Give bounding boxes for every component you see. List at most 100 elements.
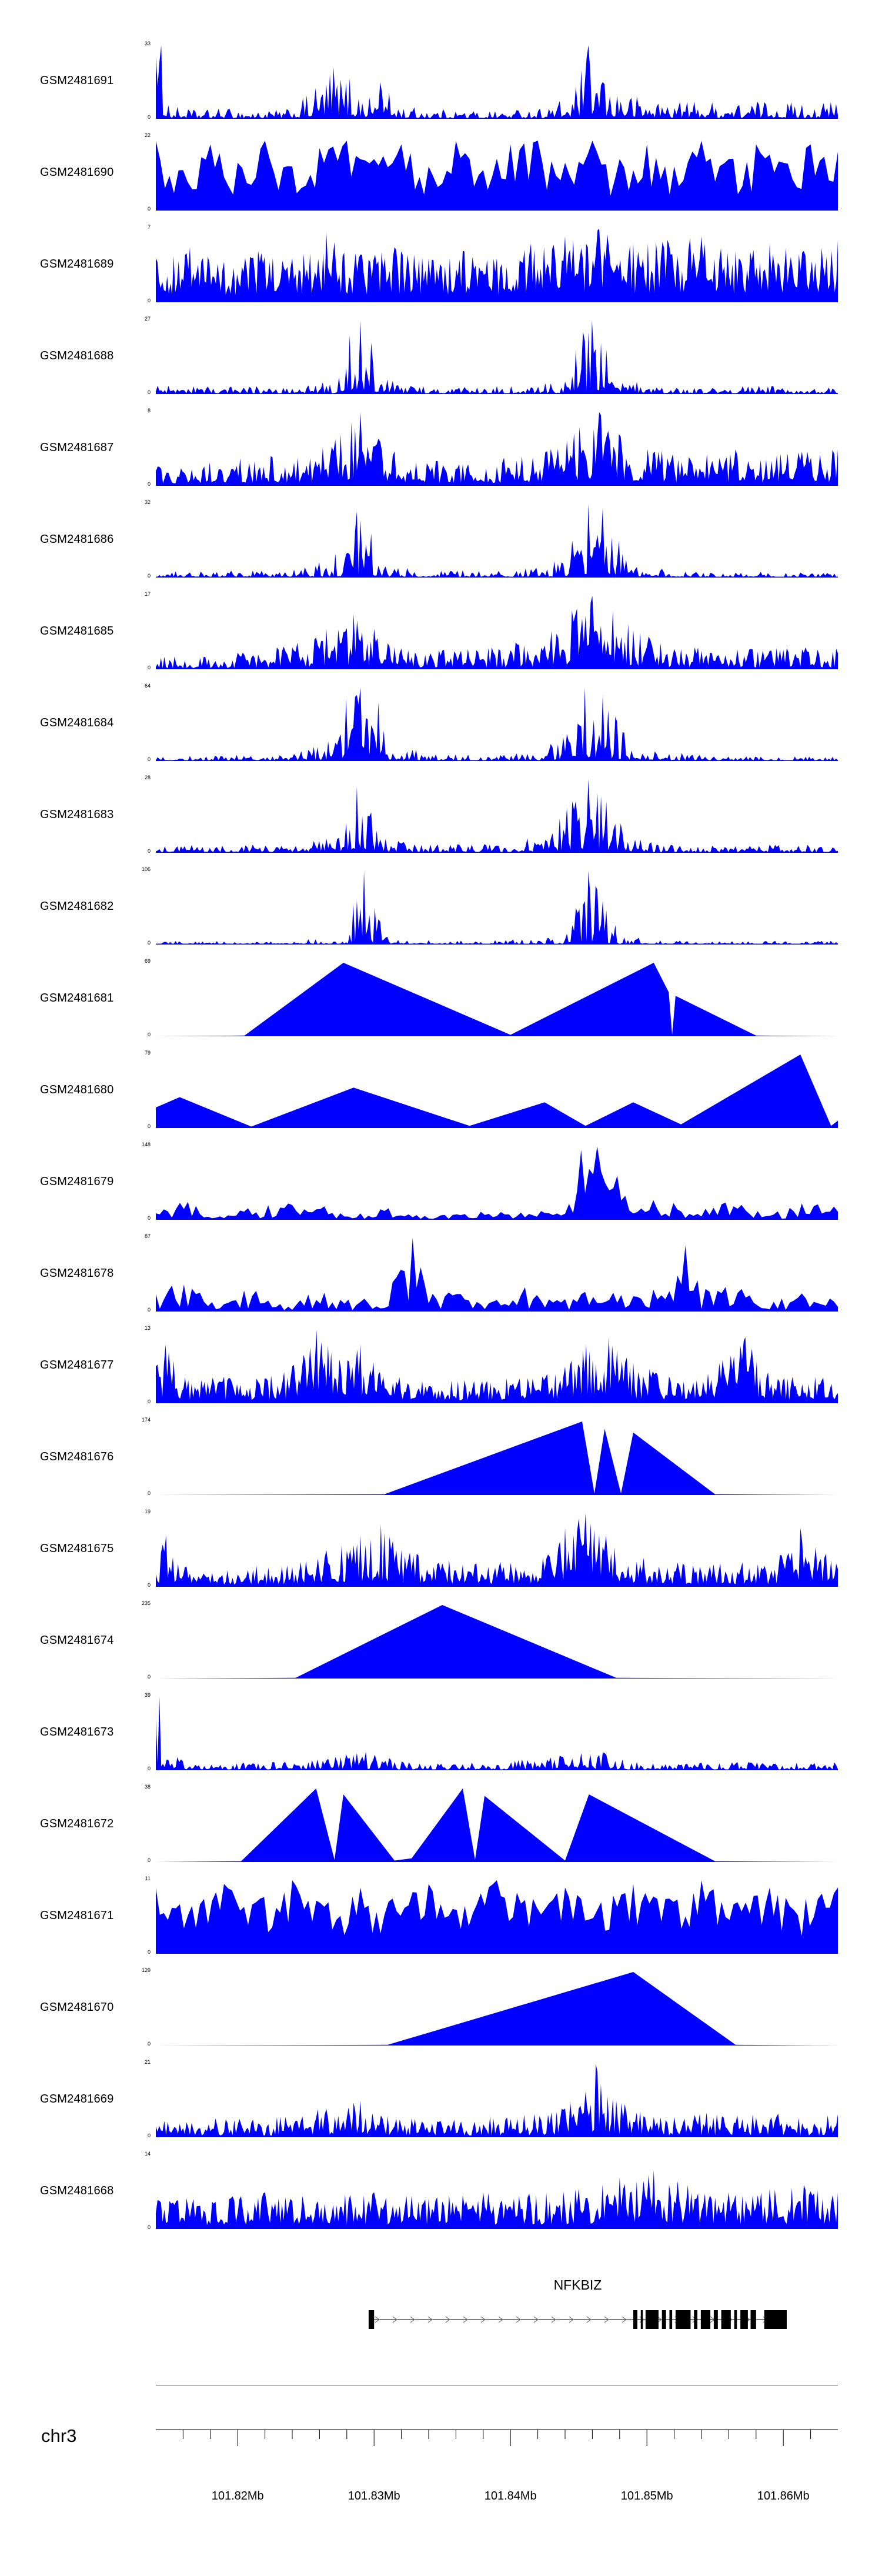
coverage-signal [156,45,838,119]
track-row: GSM2481674 235 0 [0,1595,882,1687]
track-label: GSM2481674 [40,1634,114,1647]
track-ymax-label: 148 [141,1142,151,1147]
exon-box [700,2310,711,2329]
track-label: GSM2481668 [40,2184,114,2197]
exon-box [713,2310,718,2329]
track-label: GSM2481687 [40,441,114,454]
coverage-signal [156,1697,838,1770]
coverage-plot [156,321,838,394]
coverage-plot [156,779,838,853]
track-ymax-label: 39 [144,1692,151,1698]
coverage-signal [156,1055,838,1128]
track-row: GSM2481673 39 0 [0,1687,882,1778]
track-label: GSM2481684 [40,716,114,729]
coverage-plot [156,1972,838,2046]
coverage-signal [156,1238,838,1312]
track-ymin-label: 0 [147,1490,151,1496]
track-ymax-label: 129 [141,1967,151,1973]
coverage-plot [156,871,838,945]
exon-box [740,2310,748,2329]
track-ymin-label: 0 [147,1766,151,1771]
track-ymin-label: 0 [147,298,151,303]
track-label: GSM2481679 [40,1175,114,1188]
track-label: GSM2481680 [40,1083,114,1096]
track-ymax-label: 106 [141,866,151,872]
track-row: GSM2481685 17 0 [0,586,882,678]
track-ymin-label: 0 [147,206,151,212]
gene-model [368,2310,787,2329]
track-ymin-label: 0 [147,1949,151,1955]
coverage-plot [156,2170,838,2229]
track-row: GSM2481691 33 0 [0,35,882,127]
coverage-signal [156,2064,838,2137]
exon-box [645,2310,659,2329]
strand-arrow-icon [516,2316,522,2323]
strand-arrow-icon [392,2316,398,2323]
track-ymax-label: 79 [144,1050,151,1056]
exon-box [669,2310,673,2329]
track-ymin-label: 0 [147,848,151,854]
strand-arrow-icon [375,2316,380,2323]
track-ymax-label: 7 [147,224,151,230]
track-ymax-label: 11 [145,1876,151,1881]
track-ymax-label: 38 [144,1784,151,1790]
coverage-plot [156,688,838,761]
coverage-signal [156,688,838,761]
track-label: GSM2481682 [40,900,114,913]
coverage-plot [156,1238,838,1312]
track-ymin-label: 0 [147,573,151,579]
coverage-signal [156,1880,838,1954]
coverage-plot [156,504,838,578]
track-row: GSM2481668 14 0 [0,2145,882,2237]
exon-box [764,2310,787,2329]
track-ymin-label: 0 [147,2224,151,2230]
coverage-signal [156,2170,838,2229]
track-label: GSM2481675 [40,1542,114,1555]
track-row: GSM2481681 69 0 [0,953,882,1045]
track-row: GSM2481689 7 0 [0,219,882,311]
strand-arrow-icon [427,2316,433,2323]
coverage-signal [156,1605,838,1679]
axis-tick-label: 101.83Mb [348,2490,400,2502]
exon-box [750,2310,756,2329]
track-row: GSM2481669 21 0 [0,2054,882,2145]
coverage-signal [156,1422,838,1495]
track-label: GSM2481671 [40,1909,114,1922]
track-ymin-label: 0 [147,1857,151,1863]
exon-box [633,2310,637,2329]
track-ymin-label: 0 [147,1307,151,1313]
coverage-signal [156,963,838,1036]
coverage-plot [156,596,838,669]
track-label: GSM2481678 [40,1267,114,1280]
track-row: GSM2481686 32 0 [0,494,882,586]
coverage-plot [156,1055,838,1128]
exon-box [675,2310,691,2329]
coverage-signal [156,141,838,211]
coverage-signal [156,779,838,853]
track-ymax-label: 174 [141,1417,151,1423]
track-ymax-label: 22 [144,132,151,138]
chromosome-label: chr3 [41,2425,77,2446]
axis-tick-label: 101.86Mb [757,2490,810,2502]
strand-arrow-icon [551,2316,557,2323]
track-row: GSM2481680 79 0 [0,1045,882,1136]
track-label: GSM2481690 [40,166,114,179]
track-row: GSM2481677 13 0 [0,1320,882,1412]
track-label: GSM2481681 [40,992,114,1005]
track-row: GSM2481683 28 0 [0,769,882,861]
coverage-signal [156,1972,838,2046]
strand-arrow-icon [533,2316,539,2323]
track-label: GSM2481685 [40,625,114,638]
exon-box [721,2310,731,2329]
track-ymax-label: 32 [144,499,151,505]
gene-name-label: NFKBIZ [553,2277,602,2293]
strand-arrow-icon [586,2316,592,2323]
track-row: GSM2481675 19 0 [0,1503,882,1595]
track-ymax-label: 21 [144,2059,151,2065]
track-ymin-label: 0 [147,1215,151,1221]
axis-tick-label: 101.85Mb [621,2490,673,2502]
track-ymax-label: 17 [144,591,151,597]
track-ymin-label: 0 [147,481,151,487]
coverage-plot [156,1605,838,1679]
